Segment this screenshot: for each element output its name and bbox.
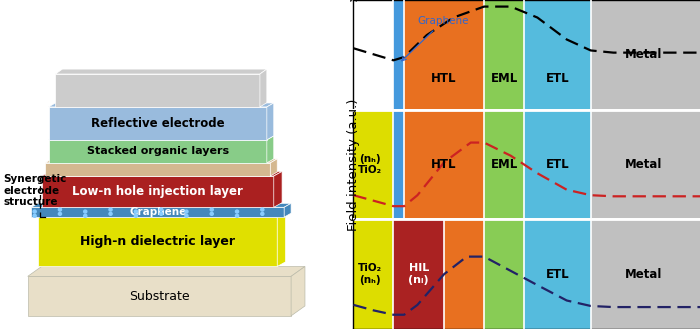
Bar <box>444 219 484 329</box>
Bar <box>404 110 484 219</box>
Polygon shape <box>48 136 274 140</box>
Circle shape <box>109 213 112 215</box>
Circle shape <box>210 213 214 215</box>
Text: HTL: HTL <box>431 158 457 171</box>
Circle shape <box>33 215 36 217</box>
Polygon shape <box>32 203 291 207</box>
Text: EML: EML <box>491 72 518 86</box>
Circle shape <box>134 210 137 213</box>
Circle shape <box>84 215 87 217</box>
Bar <box>404 0 484 110</box>
Text: Metal: Metal <box>625 48 663 61</box>
Text: Graphene: Graphene <box>129 207 186 217</box>
Polygon shape <box>291 266 305 316</box>
Polygon shape <box>277 213 286 266</box>
Text: Synergetic
electrode
structure: Synergetic electrode structure <box>4 174 66 207</box>
Polygon shape <box>41 176 274 207</box>
Circle shape <box>210 208 214 211</box>
Circle shape <box>134 215 137 217</box>
Text: Metal: Metal <box>625 158 663 171</box>
Bar <box>591 110 700 219</box>
Circle shape <box>58 208 62 211</box>
Text: Substrate: Substrate <box>129 290 190 303</box>
Text: ETL: ETL <box>545 158 569 171</box>
Text: ETL: ETL <box>545 268 569 281</box>
Bar <box>393 219 444 329</box>
Text: Low-n hole injection layer: Low-n hole injection layer <box>72 185 243 198</box>
Text: TiO₂
(nₕ): TiO₂ (nₕ) <box>358 264 382 285</box>
Polygon shape <box>260 69 267 107</box>
Polygon shape <box>32 207 284 217</box>
Polygon shape <box>48 140 267 163</box>
Circle shape <box>261 208 264 211</box>
Polygon shape <box>270 159 277 176</box>
Circle shape <box>84 210 87 213</box>
Polygon shape <box>284 203 291 217</box>
Polygon shape <box>55 74 260 107</box>
Circle shape <box>33 210 36 213</box>
Circle shape <box>58 213 62 215</box>
Bar <box>393 0 404 110</box>
Text: Reflective electrode: Reflective electrode <box>91 117 225 130</box>
Bar <box>354 0 393 110</box>
Bar <box>484 219 524 329</box>
Polygon shape <box>38 217 277 266</box>
Text: Metal: Metal <box>625 268 663 281</box>
Text: Field intensity (a.u.): Field intensity (a.u.) <box>347 98 360 231</box>
Text: HTL: HTL <box>431 72 457 86</box>
Circle shape <box>235 215 239 217</box>
Bar <box>354 110 393 219</box>
Text: (nₕ)
TiO₂: (nₕ) TiO₂ <box>358 154 382 175</box>
Circle shape <box>235 210 239 213</box>
Polygon shape <box>41 171 282 176</box>
Bar <box>393 110 404 219</box>
Bar <box>524 110 591 219</box>
Polygon shape <box>48 107 267 140</box>
Text: HIL
(nₗ): HIL (nₗ) <box>409 264 429 285</box>
Bar <box>524 219 591 329</box>
Text: Stacked organic layers: Stacked organic layers <box>87 146 229 156</box>
Circle shape <box>160 213 162 215</box>
Bar <box>484 0 524 110</box>
Circle shape <box>160 208 162 211</box>
Circle shape <box>185 210 188 213</box>
Polygon shape <box>55 69 267 74</box>
Polygon shape <box>48 103 274 107</box>
Circle shape <box>261 213 264 215</box>
Text: EML: EML <box>491 158 518 171</box>
Bar <box>591 0 700 110</box>
Circle shape <box>185 215 188 217</box>
Bar <box>591 219 700 329</box>
Polygon shape <box>45 159 277 163</box>
Circle shape <box>109 208 112 211</box>
Bar <box>354 219 393 329</box>
Polygon shape <box>274 171 282 207</box>
Polygon shape <box>267 103 274 140</box>
Text: Graphene: Graphene <box>402 16 469 61</box>
Polygon shape <box>28 276 291 316</box>
Bar <box>524 0 591 110</box>
Text: ETL: ETL <box>545 72 569 86</box>
Bar <box>484 110 524 219</box>
Polygon shape <box>28 266 305 276</box>
Polygon shape <box>38 213 286 217</box>
Polygon shape <box>267 136 274 163</box>
Polygon shape <box>45 163 270 176</box>
Text: High-n dielectric layer: High-n dielectric layer <box>80 235 235 248</box>
